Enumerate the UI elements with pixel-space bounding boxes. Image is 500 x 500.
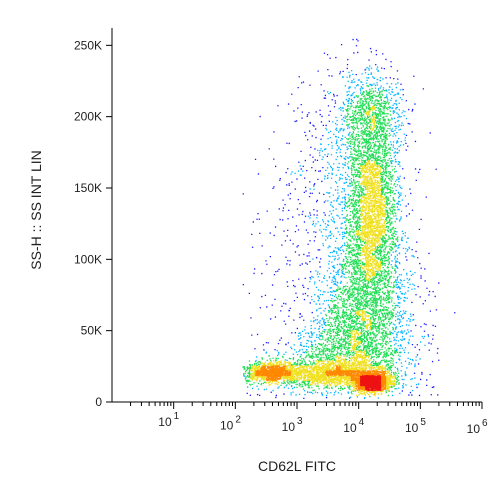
x-tick-base: 10 [343,421,357,435]
x-tick-label: 10 [158,415,172,429]
y-ticks: 0 50K 100K 150K 200K 250K [74,38,112,409]
scatter-points [242,38,456,400]
axes [111,28,482,403]
x-axis-label: CD62L FITC [258,458,336,474]
y-tick-label: 100K [74,252,102,266]
density-points-level-6 [360,375,382,392]
y-tick-label: 200K [74,110,102,124]
x-tick-label: 10 [343,421,357,435]
x-tick-label: 10 [220,419,234,433]
density-points-level-5 [255,365,387,392]
x-tick-exponent: 4 [359,417,365,428]
density-points-level-4 [250,105,396,397]
x-tick-exponent: 6 [482,418,488,429]
y-tick-label: 150K [74,181,102,195]
x-tick-exponent: 1 [174,411,180,422]
x-tick-exponent: 2 [235,415,241,426]
y-tick-label: 50K [81,324,102,338]
y-tick-label: 250K [74,38,102,52]
x-tick-base: 10 [467,422,481,436]
x-tick-base: 10 [282,420,296,434]
x-tick-base: 10 [158,415,172,429]
x-tick-label: 10 [282,420,296,434]
x-tick-label: 10 [467,422,481,436]
density-points-level-3 [242,85,401,398]
y-tick-label: 0 [95,395,102,409]
x-tick-exponent: 3 [297,416,303,427]
x-tick-label: 10 [405,421,419,435]
x-tick-base: 10 [405,421,419,435]
x-tick-base: 10 [220,419,234,433]
density-points-level-2 [243,65,430,400]
x-tick-exponent: 5 [420,417,426,428]
y-axis-label: SS-H :: SS INT LIN [28,150,44,270]
